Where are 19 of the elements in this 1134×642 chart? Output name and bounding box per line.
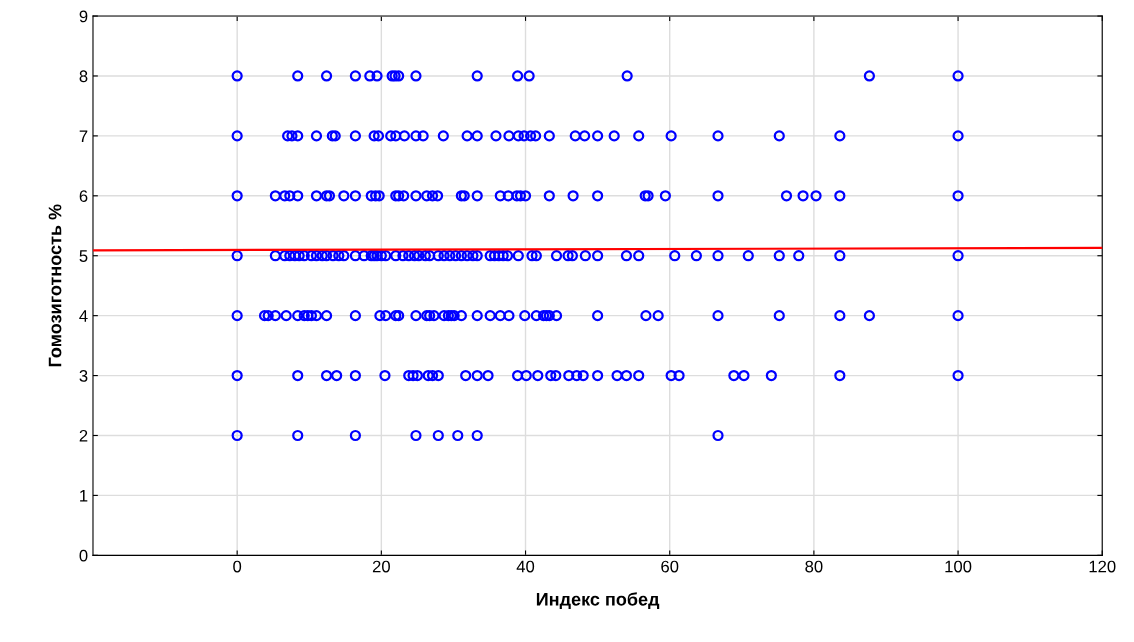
y-tick-label: 8 <box>79 70 88 83</box>
x-tick-label: 120 <box>1089 560 1116 573</box>
y-tick-label: 6 <box>79 190 88 203</box>
y-tick-label: 3 <box>79 369 88 382</box>
y-axis-title: Гомозиготность % <box>48 204 62 367</box>
y-tick-label: 7 <box>79 130 88 142</box>
y-tick-label: 5 <box>79 250 88 262</box>
y-tick-label: 9 <box>79 10 88 23</box>
y-tick-label: 1 <box>80 489 88 502</box>
x-tick-label: 80 <box>805 560 823 573</box>
y-tick-label: 2 <box>79 429 88 442</box>
y-tick-label: 0 <box>79 549 88 562</box>
x-axis-title: Индекс побед <box>536 592 660 610</box>
x-tick-label: 100 <box>945 560 972 573</box>
x-tick-label: 0 <box>233 560 242 573</box>
x-tick-label: 60 <box>661 560 679 573</box>
x-tick-label: 20 <box>372 560 390 573</box>
x-tick-label: 40 <box>516 560 535 573</box>
y-tick-label: 4 <box>79 310 88 322</box>
